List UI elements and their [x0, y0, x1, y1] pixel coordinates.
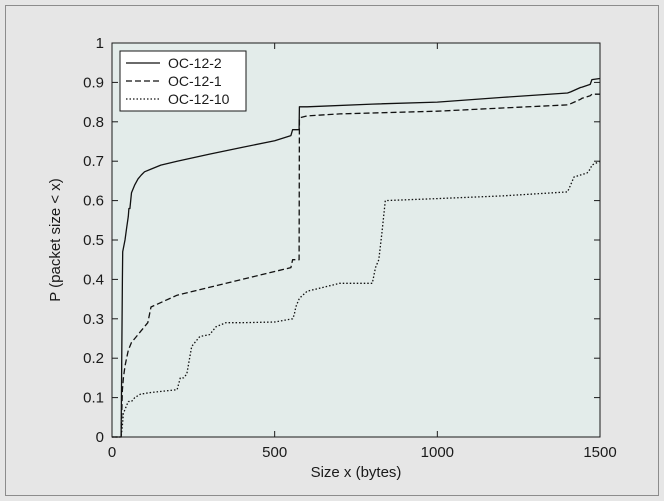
axis-ticks: 0 500 1000 1500 0 0.1 0.2 0.3 0.4 0.5 0.6 0.7 0.8 0.9…	[83, 35, 617, 461]
y-tick-label: 0.5	[83, 232, 104, 249]
x-axis-label: Size x (bytes)	[311, 464, 402, 481]
y-tick-label: 0	[96, 429, 104, 446]
y-tick-label: 0.8	[83, 114, 104, 131]
legend-label: OC-12-10	[168, 91, 230, 107]
legend-label: OC-12-1	[168, 73, 222, 89]
y-tick-label: 0.4	[83, 271, 104, 288]
y-tick-label: 0.3	[83, 311, 104, 328]
x-tick-label: 500	[262, 444, 287, 461]
series-layer	[112, 77, 601, 438]
legend: OC-12-2 OC-12-1 OC-12-10	[119, 50, 247, 112]
x-tick-label: 1500	[583, 444, 616, 461]
line-chart: 0 500 1000 1500 0 0.1 0.2 0.3 0.4 0.5 0.6 0.7 0.8 0.9…	[47, 35, 617, 481]
series-line	[112, 93, 600, 438]
y-axis-label: P (packet size < x)	[47, 178, 64, 302]
series-line	[112, 160, 601, 438]
x-tick-label: 0	[108, 444, 116, 461]
series-line	[112, 77, 601, 438]
y-tick-label: 0.2	[83, 350, 104, 367]
chart-figure: 0 500 1000 1500 0 0.1 0.2 0.3 0.4 0.5 0.6 0.7 0.8 0.9…	[5, 5, 659, 496]
y-tick-label: 1	[96, 35, 104, 52]
y-tick-label: 0.6	[83, 193, 104, 210]
legend-label: OC-12-2	[168, 55, 222, 71]
y-tick-label: 0.7	[83, 153, 104, 170]
x-tick-label: 1000	[421, 444, 454, 461]
y-tick-label: 0.1	[83, 390, 104, 407]
legend-items: OC-12-2 OC-12-1 OC-12-10	[126, 55, 230, 107]
y-tick-label: 0.9	[83, 74, 104, 91]
